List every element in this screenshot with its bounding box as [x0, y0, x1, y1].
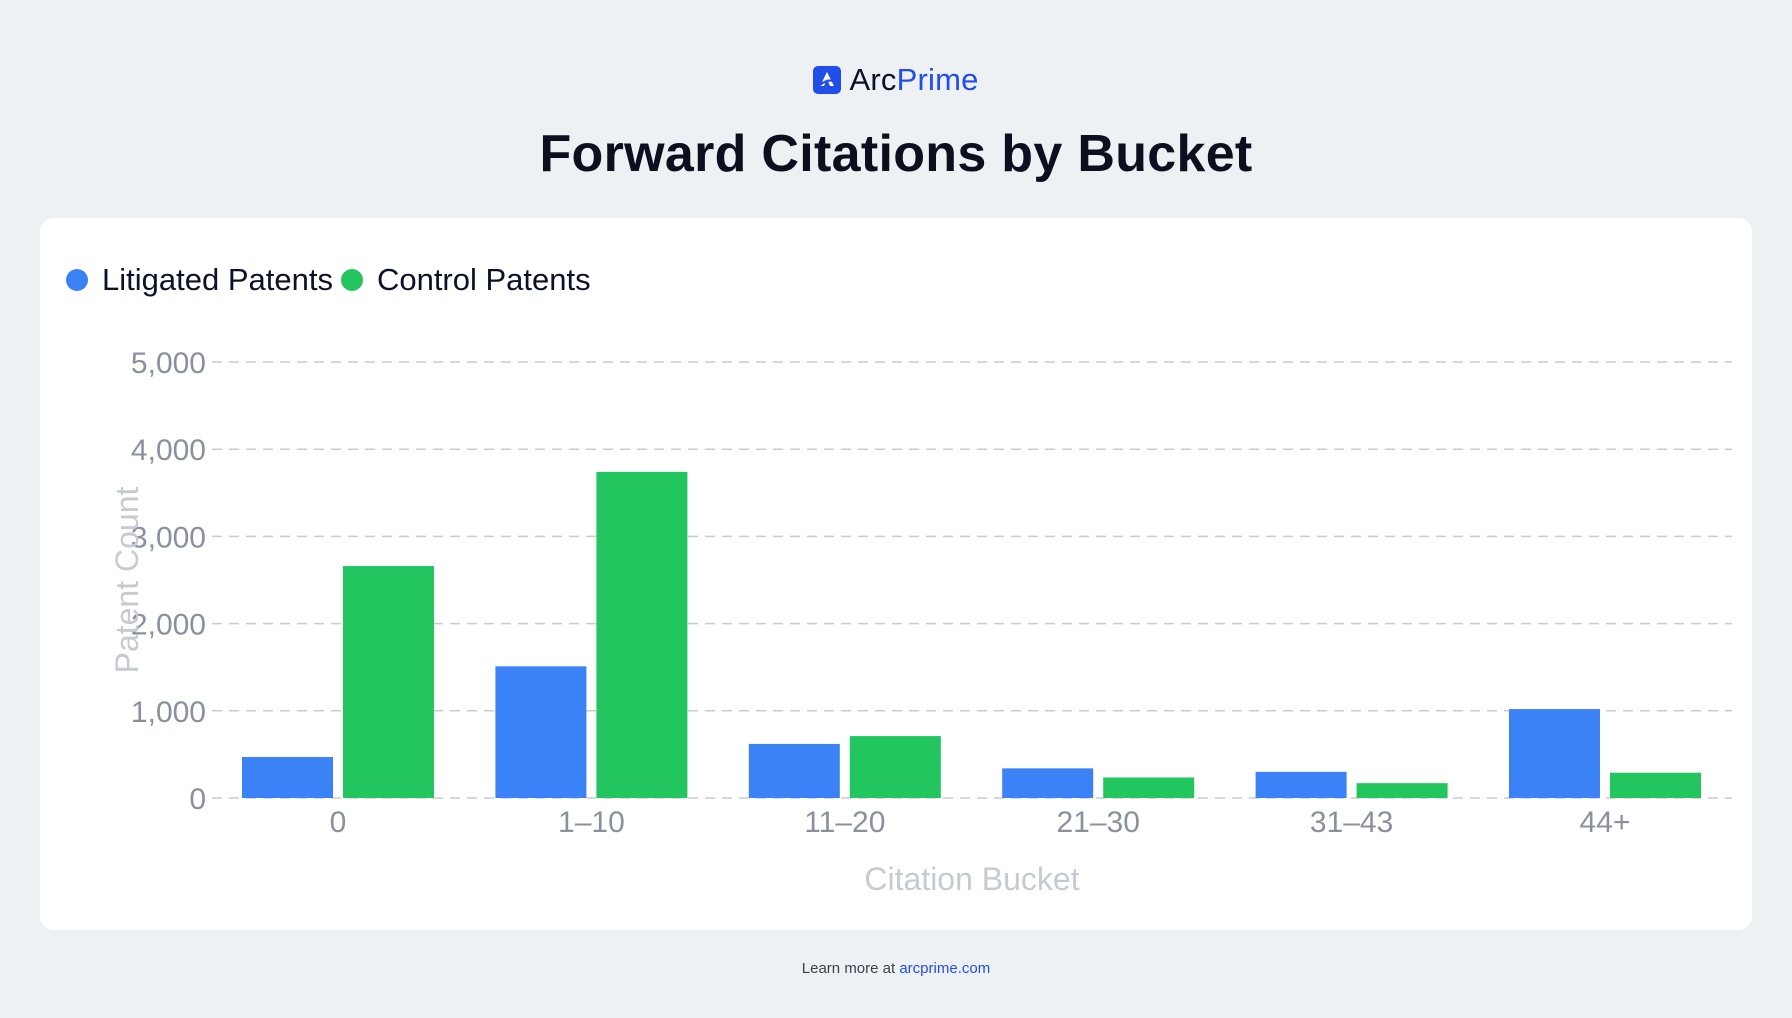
y-tick-label: 5,000	[131, 347, 206, 380]
bar-litigated	[495, 666, 587, 798]
y-tick-label: 3,000	[131, 521, 206, 554]
legend-marker-control	[340, 269, 363, 291]
bar-chart: 0 1,000 2,000 3,000 4,000 5,000 0 1–10 11–20 21–3…	[109, 347, 1732, 897]
x-tick-label: 21–30	[1056, 806, 1139, 839]
brand-name-arc: Arc	[849, 62, 897, 97]
x-tick-label: 11–20	[804, 806, 885, 839]
brand-logo: ArcPrime	[0, 62, 1792, 98]
bar-control	[1356, 783, 1448, 798]
bar-control	[1610, 772, 1701, 798]
y-tick-label: 4,000	[131, 434, 206, 467]
y-axis-title: Patent Count	[109, 486, 145, 673]
legend-label-control: Control Patents	[376, 262, 591, 297]
bar-litigated	[1002, 768, 1094, 798]
bar-control	[343, 566, 434, 798]
footer: Learn more at arcprime.com	[0, 960, 1792, 977]
y-tick-label: 0	[189, 783, 206, 816]
legend-entry-control[interactable]: Control Patents	[340, 262, 591, 298]
x-tick-label: 44+	[1580, 806, 1631, 839]
footer-prefix: Learn more at	[801, 960, 900, 977]
y-tick-label: 1,000	[131, 696, 206, 729]
chart-card: 0 1,000 2,000 3,000 4,000 5,000 0 1–10 11–20 21–3…	[40, 218, 1752, 930]
bar-litigated	[1255, 771, 1347, 798]
x-axis-title: Citation Bucket	[864, 861, 1079, 897]
x-tick-label: 31–43	[1310, 806, 1393, 839]
x-tick-label: 0	[330, 806, 347, 839]
bar-litigated	[748, 743, 840, 798]
chart-title: Forward Citations by Bucket	[539, 125, 1253, 183]
bar-control	[849, 736, 941, 798]
legend-marker-litigated	[66, 269, 88, 291]
legend-label-litigated: Litigated Patents	[102, 262, 333, 297]
bar-litigated	[1509, 709, 1600, 798]
brand-name-prime: Prime	[896, 62, 979, 97]
bar-control	[1103, 777, 1195, 798]
bar-litigated	[242, 757, 333, 798]
bar-control	[596, 471, 688, 798]
legend-entry-litigated[interactable]: Litigated Patents	[66, 262, 333, 298]
x-tick-label: 1–10	[558, 806, 625, 839]
chart-legend: Litigated Patents Control Patents	[66, 262, 591, 298]
y-tick-label: 2,000	[131, 609, 206, 642]
footer-link[interactable]: arcprime.com	[899, 960, 991, 977]
arcprime-logo-icon	[813, 66, 842, 94]
